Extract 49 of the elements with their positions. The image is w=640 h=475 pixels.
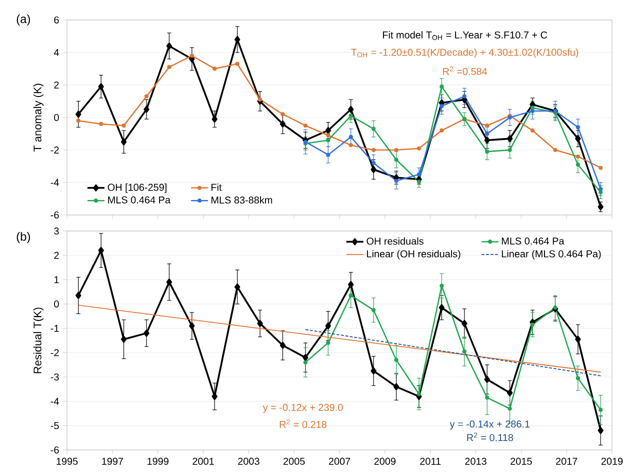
y-tick-label: 0 — [54, 114, 59, 122]
x-tick-label: 2017 — [556, 458, 578, 465]
legend-label: Fit — [212, 184, 222, 191]
y-tick-label: 2 — [54, 82, 59, 88]
y-tick-label: -2 — [50, 349, 59, 356]
x-tick-label: 2011 — [420, 458, 441, 465]
legend-label: Linear (OH residuals) — [367, 250, 460, 260]
legend-label: MLS 0.464 Pa — [502, 238, 564, 245]
y-tick-label: -6 — [50, 211, 59, 219]
text: (b) — [16, 232, 30, 244]
x-tick-label: 1995 — [56, 458, 78, 465]
legend-label: Linear (MLS 0.464 Pa) — [502, 250, 601, 260]
y-axis-title: Residual T(K) — [33, 308, 44, 374]
annotation: R$^{2}$ = 0.118 — [467, 432, 514, 442]
x-tick-label: 2007 — [328, 458, 350, 465]
y-tick-label: 0 — [54, 300, 59, 308]
y-tick-label: -6 — [50, 446, 59, 454]
y-tick-label: -5 — [50, 422, 59, 430]
y-tick-label: 4 — [54, 49, 59, 56]
legend-label: MLS 83-88km — [212, 196, 272, 204]
y-tick-label: 1 — [54, 276, 59, 284]
x-tick-label: 2019 — [601, 458, 623, 465]
x-tick-label: 2009 — [374, 458, 396, 465]
annotation: R$^{2}$ = 0.218 — [280, 419, 326, 428]
y-tick-label: -2 — [50, 146, 59, 154]
x-tick-label: 2001 — [192, 458, 214, 465]
text: (a) — [16, 14, 30, 26]
y-tick-label: -3 — [50, 373, 59, 381]
y-tick-label: -1 — [50, 324, 59, 332]
x-tick-label: 2015 — [510, 458, 532, 465]
y-tick-label: 6 — [54, 16, 59, 24]
y-tick-label: -4 — [50, 179, 59, 186]
x-tick-label: 1999 — [148, 458, 168, 465]
legend-label: MLS 0.464 Pa — [108, 196, 170, 204]
x-tick-label: 2003 — [238, 458, 260, 465]
y-tick-label: 2 — [54, 252, 59, 259]
annotation: Fit model T$_{OH}$ = L.Year + S.F10.7 + C — [382, 31, 548, 40]
annotation: y = -0.12x + 239.0 — [262, 404, 343, 413]
annotation: T$_{OH}$ = -1.20±0.51(K/Decade) + 4.30±1.02(K/100sfu) — [351, 48, 578, 58]
legend-label: OH [106-259] — [108, 184, 166, 193]
annotation: y = -0.14x + 286.1 — [450, 420, 530, 430]
x-tick-label: 1997 — [102, 458, 124, 465]
x-tick-label: 2013 — [465, 458, 486, 465]
y-axis-title: T anomaly (K) — [33, 84, 44, 152]
y-tick-label: 3 — [54, 227, 59, 235]
y-tick-label: -4 — [50, 398, 59, 405]
annotation: R$^{2}$ =0.584 — [443, 66, 488, 75]
legend-label: OH residuals — [366, 237, 424, 245]
x-tick-label: 2005 — [284, 458, 305, 465]
